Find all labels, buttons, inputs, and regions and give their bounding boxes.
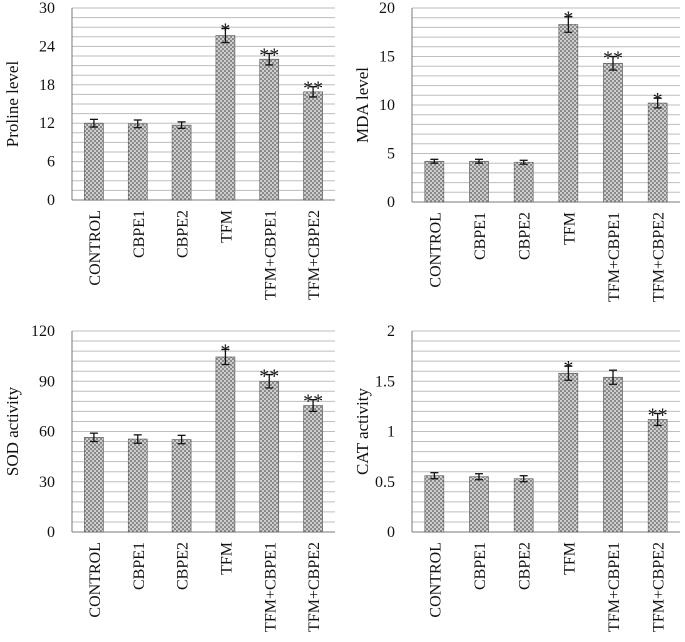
category-label: TFM: [218, 210, 235, 243]
bar: [171, 439, 192, 533]
significance-marker: **: [259, 366, 279, 388]
category-label: TFM+CBPE1: [606, 542, 623, 632]
category-label: TFM+CBPE1: [606, 212, 623, 302]
y-tick-label: 20: [379, 0, 395, 17]
y-tick-label: 10: [379, 97, 395, 114]
y-tick-label: 0: [387, 524, 395, 541]
y-tick-label: 24: [39, 38, 55, 55]
category-label: CONTROL: [87, 210, 104, 286]
category-label: CBPE1: [472, 212, 489, 260]
y-tick-label: 15: [379, 49, 395, 66]
significance-marker: *: [563, 8, 573, 30]
bar: [127, 123, 148, 201]
y-tick-label: 30: [39, 0, 55, 17]
y-axis-label: SOD activity: [3, 386, 22, 476]
category-label: CBPE2: [517, 542, 534, 590]
y-axis-label: MDA level: [353, 67, 372, 143]
chart-panel-1: 0 6 12 18 24 30 Proline level CONTROL CBPE1 CBPE2…: [3, 0, 335, 300]
bar: [469, 476, 489, 533]
bar: [303, 405, 323, 533]
y-tick-label: 90: [39, 373, 55, 390]
significance-marker: **: [648, 404, 668, 426]
bar: [215, 356, 236, 533]
bar: [215, 35, 236, 201]
y-tick-label: 60: [39, 424, 55, 441]
y-tick-label: 0.5: [375, 474, 395, 491]
bar: [424, 475, 445, 533]
category-label: CONTROL: [427, 212, 444, 288]
bar: [647, 102, 668, 203]
y-tick-label: 2: [387, 323, 395, 340]
y-tick-label: 0: [387, 194, 395, 211]
category-label: CBPE2: [517, 212, 534, 260]
significance-marker: **: [303, 391, 323, 413]
y-axis-label: CAT activity: [353, 387, 372, 475]
bar: [469, 160, 489, 203]
bar: [603, 376, 623, 533]
category-label: TFM: [218, 542, 235, 575]
significance-marker: *: [220, 340, 230, 362]
bar: [259, 380, 280, 533]
category-label: TFM: [561, 212, 578, 245]
significance-marker: **: [603, 48, 623, 70]
significance-marker: **: [303, 78, 323, 100]
bar: [171, 124, 192, 201]
y-tick-label: 18: [39, 77, 55, 94]
category-label: CBPE2: [175, 542, 192, 590]
y-tick-label: 1: [387, 424, 395, 441]
category-label: TFM+CBPE2: [651, 212, 668, 302]
y-tick-label: 1.5: [375, 373, 395, 390]
y-tick-label: 0: [47, 524, 55, 541]
y-tick-label: 120: [31, 323, 55, 340]
bar: [259, 58, 280, 201]
bar: [603, 62, 623, 203]
category-label: TFM+CBPE1: [262, 542, 279, 632]
category-label: CBPE1: [472, 542, 489, 590]
bar: [84, 122, 104, 201]
bar: [513, 478, 534, 533]
bar: [513, 161, 534, 203]
bar: [127, 438, 148, 533]
significance-marker: *: [563, 357, 573, 379]
y-tick-label: 0: [47, 192, 55, 209]
y-tick-label: 12: [39, 115, 55, 132]
bar: [303, 91, 323, 201]
chart-panel-4: 0 0.5 1 1.5 2 CAT activity CONTROL CBPE1 CBPE2 * T…: [353, 323, 680, 632]
bar: [558, 372, 579, 533]
category-label: TFM+CBPE2: [651, 542, 668, 632]
category-label: CONTROL: [87, 542, 104, 618]
significance-marker: *: [220, 19, 230, 41]
category-label: TFM: [561, 542, 578, 575]
significance-marker: **: [259, 44, 279, 66]
y-tick-label: 30: [39, 474, 55, 491]
bar: [84, 437, 104, 533]
y-tick-label: 6: [47, 154, 55, 171]
category-label: CONTROL: [427, 542, 444, 618]
category-label: CBPE1: [131, 210, 148, 258]
category-label: TFM+CBPE1: [262, 210, 279, 300]
category-label: TFM+CBPE2: [306, 542, 323, 632]
y-axis-label: Proline level: [3, 61, 22, 148]
category-label: CBPE2: [175, 210, 192, 258]
bar: [647, 419, 668, 533]
category-label: CBPE1: [131, 542, 148, 590]
category-label: TFM+CBPE2: [306, 210, 323, 300]
significance-marker: *: [653, 89, 663, 111]
chart-panel-3: 0 30 60 90 120 SOD activity CONTROL CBPE1 CBPE2 *…: [3, 323, 335, 632]
y-tick-label: 5: [387, 146, 395, 163]
bar: [558, 24, 579, 203]
bar: [424, 160, 445, 203]
